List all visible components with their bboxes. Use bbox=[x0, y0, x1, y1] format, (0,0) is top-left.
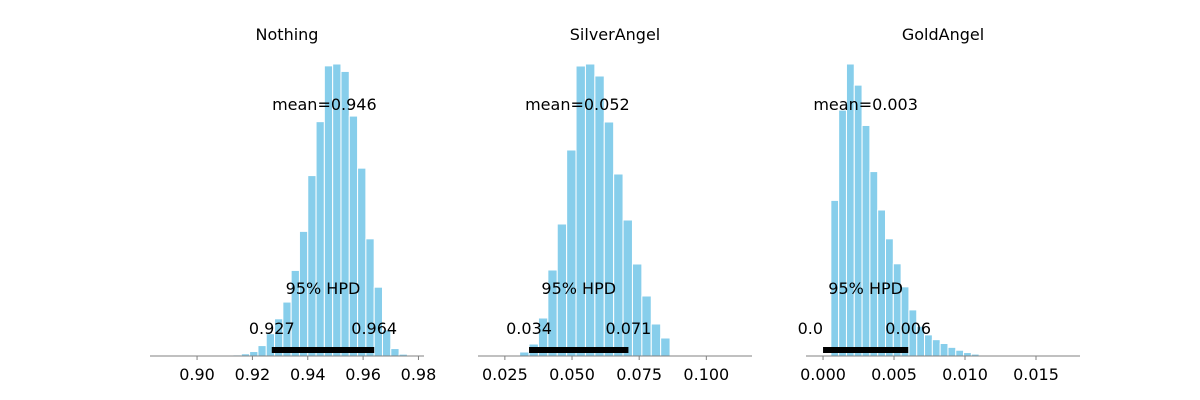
histogram-bar bbox=[390, 348, 400, 357]
x-tick-label: 0.96 bbox=[345, 365, 381, 384]
x-tick-label: 0.000 bbox=[800, 365, 846, 384]
histogram-bar bbox=[519, 351, 530, 357]
mean-label: mean=0.946 bbox=[272, 95, 377, 114]
x-tick-label: 0.98 bbox=[401, 365, 437, 384]
x-tick-label: 0.015 bbox=[1013, 365, 1059, 384]
panel-title: GoldAngel bbox=[902, 25, 984, 44]
hpd-upper-label: 0.964 bbox=[351, 319, 397, 338]
panel-goldangel: 0.000 0.005 0.010 0.015 GoldAngel mean=0.003 9… bbox=[798, 25, 1080, 384]
hpd-upper-label: 0.071 bbox=[606, 319, 652, 338]
x-tick-label: 0.025 bbox=[482, 365, 528, 384]
histogram-bar bbox=[257, 345, 267, 357]
panel-title: SilverAngel bbox=[570, 25, 660, 44]
panel-silverangel: 0.025 0.050 0.075 0.100 SilverAngel mean=0.05… bbox=[478, 25, 752, 384]
x-tick-label: 0.90 bbox=[179, 365, 215, 384]
x-tick-label: 0.94 bbox=[290, 365, 326, 384]
histogram-bar bbox=[249, 351, 259, 357]
histogram-bar bbox=[340, 70, 350, 357]
x-tick-label: 0.100 bbox=[683, 365, 729, 384]
histogram-bar bbox=[660, 337, 671, 357]
hpd-lower-label: 0.927 bbox=[249, 319, 295, 338]
mean-label: mean=0.003 bbox=[813, 95, 918, 114]
histogram-bar bbox=[594, 75, 605, 357]
histogram-bar bbox=[924, 334, 933, 357]
histogram-bar bbox=[315, 121, 325, 357]
histogram-bar bbox=[307, 175, 317, 357]
hpd-upper-label: 0.006 bbox=[885, 319, 931, 338]
hpd-lower-label: 0.034 bbox=[506, 319, 552, 338]
histogram-bar bbox=[650, 323, 662, 357]
histogram-bar bbox=[939, 343, 949, 357]
hpd-label: 95% HPD bbox=[541, 279, 616, 298]
histogram-bar bbox=[947, 346, 957, 357]
histogram-bar bbox=[931, 339, 941, 357]
histogram-bar bbox=[853, 84, 863, 357]
histogram-bar bbox=[838, 109, 847, 357]
x-tick-label: 0.010 bbox=[942, 365, 988, 384]
histogram-bar bbox=[861, 124, 871, 357]
hpd-label: 95% HPD bbox=[286, 279, 361, 298]
histogram-bar bbox=[566, 149, 577, 357]
histogram-bar bbox=[365, 238, 375, 357]
x-tick-label: 0.005 bbox=[871, 365, 917, 384]
histogram-bar bbox=[955, 349, 965, 357]
histogram-bar bbox=[892, 263, 902, 357]
hpd-lower-label: 0.0 bbox=[798, 319, 823, 338]
histogram-bar bbox=[963, 352, 972, 357]
histogram-bar bbox=[631, 263, 643, 357]
x-tick-label: 0.075 bbox=[616, 365, 662, 384]
hpd-label: 95% HPD bbox=[828, 279, 903, 298]
panel-title: Nothing bbox=[256, 25, 319, 44]
x-tick-label: 0.050 bbox=[549, 365, 595, 384]
histogram-bar bbox=[869, 171, 879, 357]
panel-nothing: 0.90 0.92 0.94 0.96 0.98 Nothing mean=0.946 95%… bbox=[150, 25, 436, 384]
mean-label: mean=0.052 bbox=[525, 95, 630, 114]
x-tick-label: 0.92 bbox=[235, 365, 271, 384]
